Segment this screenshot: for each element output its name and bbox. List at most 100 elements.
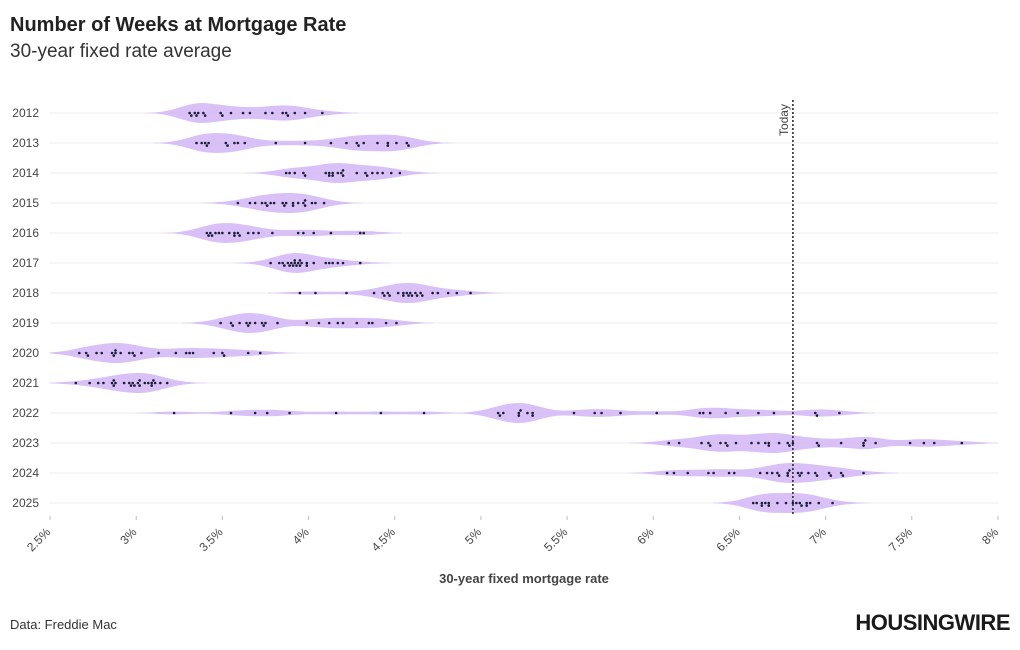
data-point bbox=[295, 264, 298, 267]
data-point bbox=[291, 264, 295, 267]
data-point bbox=[777, 441, 781, 445]
data-point bbox=[284, 201, 288, 205]
data-point bbox=[291, 201, 295, 205]
data-point bbox=[334, 411, 338, 415]
data-point bbox=[222, 354, 226, 357]
data-point bbox=[221, 114, 224, 117]
data-point bbox=[786, 474, 790, 477]
violin bbox=[268, 283, 505, 303]
data-point bbox=[751, 501, 755, 505]
data-point bbox=[431, 291, 434, 295]
data-point bbox=[258, 351, 262, 355]
data-point bbox=[196, 111, 200, 115]
data-point bbox=[405, 141, 409, 145]
data-point bbox=[271, 231, 274, 235]
y-tick-label: 2020 bbox=[12, 346, 39, 360]
data-point bbox=[191, 351, 195, 355]
data-point bbox=[217, 231, 221, 235]
data-point bbox=[253, 321, 257, 325]
x-tick-label: 5% bbox=[462, 525, 484, 547]
data-point bbox=[138, 384, 141, 387]
data-point bbox=[807, 471, 810, 475]
x-tick-label: 7% bbox=[807, 525, 829, 547]
data-point bbox=[303, 111, 307, 115]
data-point bbox=[786, 441, 790, 445]
data-point bbox=[667, 441, 671, 445]
data-point bbox=[764, 441, 767, 445]
data-point bbox=[277, 261, 281, 265]
data-point bbox=[327, 174, 331, 177]
data-point bbox=[734, 441, 738, 445]
data-point bbox=[246, 231, 250, 235]
data-point bbox=[269, 201, 272, 205]
data-point bbox=[260, 321, 264, 325]
y-tick-label: 2021 bbox=[12, 376, 39, 390]
data-point bbox=[329, 141, 333, 145]
data-point bbox=[436, 291, 440, 295]
y-tick-label: 2024 bbox=[12, 466, 39, 480]
data-point bbox=[190, 114, 193, 117]
data-point bbox=[112, 384, 116, 387]
data-point bbox=[777, 474, 781, 477]
data-point bbox=[238, 234, 241, 237]
x-axis-label: 30-year fixed mortgage rate bbox=[439, 571, 609, 586]
data-point bbox=[839, 471, 843, 475]
data-point bbox=[202, 111, 205, 115]
data-point bbox=[593, 411, 596, 415]
data-point bbox=[174, 351, 178, 355]
data-point bbox=[248, 111, 252, 115]
data-point bbox=[74, 381, 78, 385]
data-point bbox=[112, 379, 116, 382]
x-tick-label: 4.5% bbox=[369, 525, 398, 554]
data-point bbox=[327, 261, 331, 265]
data-point bbox=[355, 171, 359, 175]
data-point bbox=[331, 261, 334, 265]
x-tick-label: 3.5% bbox=[196, 525, 225, 554]
data-point bbox=[776, 501, 779, 505]
data-point bbox=[786, 471, 790, 475]
y-tick-label: 2015 bbox=[12, 196, 39, 210]
data-point bbox=[133, 384, 136, 387]
data-point bbox=[203, 114, 207, 117]
y-tick-label: 2019 bbox=[12, 316, 39, 330]
x-tick-label: 6% bbox=[634, 525, 656, 547]
data-point bbox=[415, 294, 419, 297]
data-point bbox=[236, 201, 240, 205]
data-point bbox=[303, 199, 307, 202]
data-point bbox=[531, 414, 534, 417]
data-point bbox=[303, 141, 307, 145]
data-point bbox=[293, 171, 297, 175]
source: Data: Freddie Mac bbox=[10, 617, 117, 632]
data-point bbox=[324, 261, 328, 265]
data-point bbox=[229, 321, 233, 325]
data-point bbox=[600, 411, 603, 415]
data-point bbox=[813, 411, 817, 415]
data-point bbox=[386, 144, 390, 147]
data-point bbox=[210, 234, 214, 237]
data-point bbox=[526, 411, 529, 415]
data-point bbox=[200, 141, 203, 145]
data-point bbox=[110, 381, 114, 385]
data-point bbox=[798, 501, 802, 505]
data-point bbox=[862, 441, 865, 445]
data-point bbox=[219, 321, 222, 325]
data-point bbox=[238, 321, 241, 325]
data-point bbox=[407, 294, 410, 297]
data-point bbox=[758, 471, 762, 475]
data-point bbox=[419, 291, 422, 295]
data-point bbox=[402, 291, 405, 295]
data-point bbox=[358, 231, 362, 235]
data-point bbox=[502, 411, 505, 415]
data-point bbox=[276, 321, 279, 325]
data-point bbox=[143, 381, 147, 385]
data-point bbox=[114, 351, 117, 355]
data-point bbox=[112, 354, 116, 357]
data-point bbox=[519, 409, 522, 412]
data-point bbox=[708, 411, 712, 415]
data-point bbox=[296, 261, 300, 265]
data-point bbox=[365, 174, 369, 177]
data-point bbox=[265, 411, 269, 415]
data-point bbox=[246, 351, 250, 355]
data-point bbox=[188, 351, 191, 355]
